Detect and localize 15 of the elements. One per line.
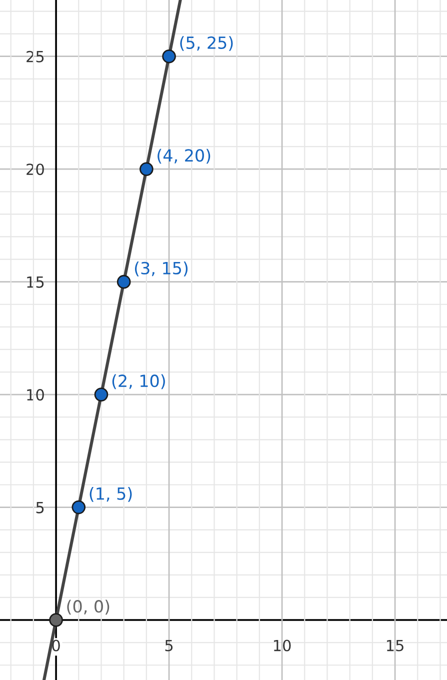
annotation: (0, 0)	[67, 600, 110, 615]
annotation: (4, 20)	[158, 148, 210, 164]
annotation: (2, 10)	[112, 374, 165, 390]
x-tick-label: 5	[165, 640, 173, 652]
y-tick-label: 5	[36, 502, 44, 514]
annotation: (3, 15)	[134, 262, 188, 276]
y-tick-label: 15	[27, 276, 44, 288]
y-tick-label: 25	[26, 50, 44, 62]
x-tick-label: 15	[386, 640, 404, 652]
annotation: (5, 25)	[180, 36, 233, 51]
x-tick-label: 10	[274, 640, 291, 652]
x-tick-label: 0	[52, 640, 60, 652]
y-tick-label: 10	[27, 389, 44, 401]
annotation: (1, 5)	[90, 487, 132, 502]
y-tick-label: 20	[26, 164, 44, 176]
